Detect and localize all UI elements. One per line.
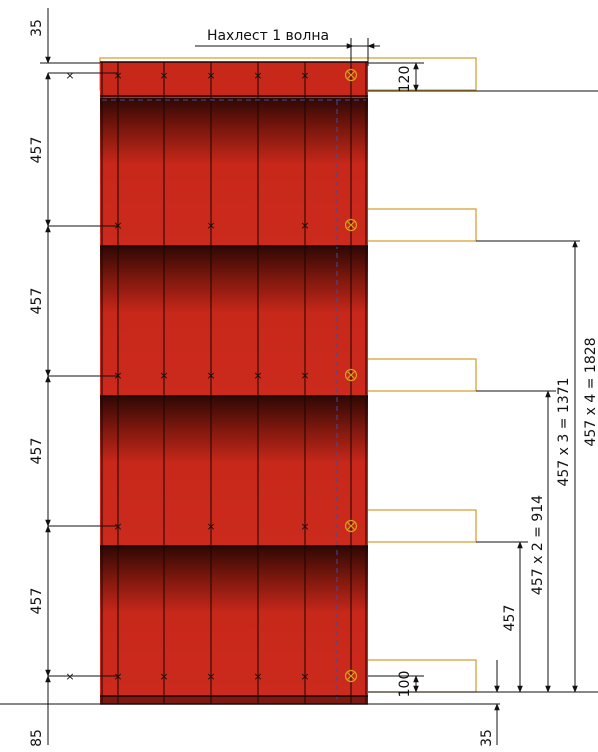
band-dimensions	[368, 62, 598, 693]
screw-icon: ×	[253, 670, 262, 683]
screw-icon: ×	[159, 670, 168, 683]
bottom-band-label: 100	[397, 671, 413, 698]
screw-icon: ×	[159, 369, 168, 382]
sheet-bottom-edge	[100, 696, 368, 704]
overlap-screw-icon	[344, 68, 358, 82]
row-pitch-label-1: 457	[29, 137, 45, 164]
screw-icon: ×	[300, 219, 309, 232]
overlap-screw-icon	[344, 218, 358, 232]
screw-icon: ×	[206, 69, 215, 82]
screw-icon: ×	[65, 69, 74, 82]
sheet-row-1	[100, 62, 368, 98]
screw-icon: ×	[253, 369, 262, 382]
sheet-row-3	[100, 396, 368, 546]
screw-icon: ×	[300, 69, 309, 82]
screw-icon: ×	[206, 369, 215, 382]
left-dimension-lines	[40, 8, 118, 745]
overlap-screw-icon	[344, 519, 358, 533]
batten-3	[359, 358, 477, 392]
screw-icon: ×	[300, 520, 309, 533]
bottom-offset-left-label: 85	[29, 729, 45, 747]
screw-icon: ×	[300, 670, 309, 683]
sheet-row-2	[100, 246, 368, 396]
screw-icon: ×	[206, 219, 215, 232]
screw-icon: ×	[206, 520, 215, 533]
overlap-screws	[344, 68, 358, 683]
top-band-label: 120	[397, 66, 413, 93]
batten-4	[359, 509, 477, 543]
sheet-row-1-main	[100, 98, 368, 246]
screw-icon: ×	[253, 69, 262, 82]
row-pitch-label-4: 457	[29, 588, 45, 615]
screw-icon: ×	[206, 670, 215, 683]
overlap-dashed-lines	[102, 99, 366, 700]
cumulative-label-1: 457	[502, 605, 518, 632]
bottom-offset-right-label: 35	[479, 729, 495, 747]
row-pitch-label-3: 457	[29, 438, 45, 465]
top-offset-label: 35	[29, 19, 45, 37]
cumulative-label-4: 457 x 4 = 1828	[583, 337, 598, 446]
cumulative-label-2: 457 x 2 = 914	[530, 495, 546, 595]
overlap-label: Нахлест 1 волна	[207, 28, 329, 44]
screw-icon: ×	[159, 69, 168, 82]
screw-icon: ×	[300, 369, 309, 382]
overlap-dimension	[195, 38, 380, 66]
overlap-screw-icon	[344, 669, 358, 683]
sheet-ribs	[101, 62, 367, 704]
row-pitch-label-2: 457	[29, 288, 45, 315]
right-dimension-lines	[0, 240, 598, 745]
overlap-screw-icon	[344, 368, 358, 382]
screw-icon: ×	[113, 69, 122, 82]
roof-sheets	[100, 62, 368, 704]
sheet-row-4	[100, 546, 368, 696]
batten-2	[359, 208, 477, 242]
cumulative-label-3: 457 x 3 = 1371	[556, 377, 572, 486]
